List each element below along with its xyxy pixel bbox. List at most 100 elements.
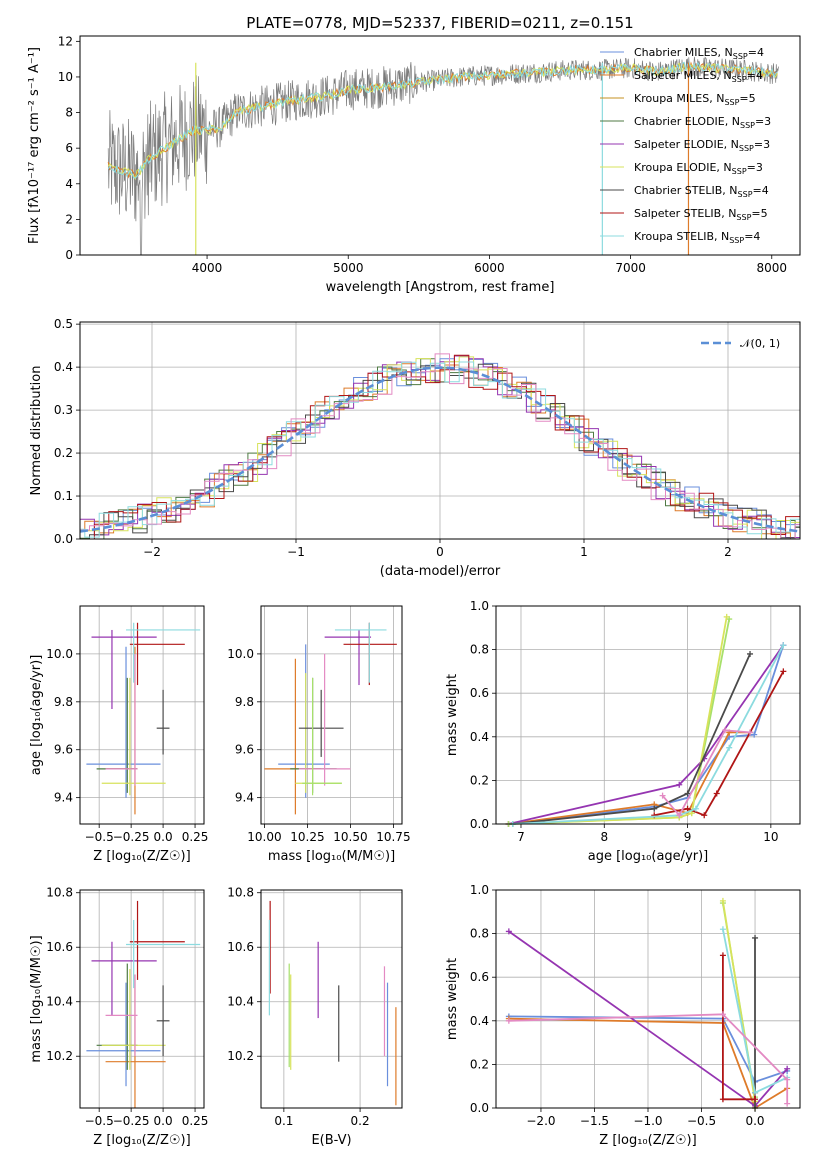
mass-vs-Z-panel: −0.5−0.25 0.0 0.25 10.2 10.4 10.6 10.8 Z [log₁₀… [29, 886, 208, 1148]
y-tick-label: 9.4 [54, 791, 73, 805]
axes-frame [260, 889, 403, 1109]
series-line [508, 1013, 789, 1104]
x-tick-label: 0.1 [274, 1114, 293, 1128]
errorbar-area [86, 900, 201, 1108]
mass-vs-ebv-panel: 0.1 0.2 10.2 10.4 10.6 10.8 E(B-V) [227, 886, 403, 1148]
x-tick-label: 0.0 [745, 1114, 764, 1128]
x-tick-label: 10.00 [247, 830, 281, 844]
spectrum-panel: 4000 5000 6000 7000 8000 0 2 4 6 8 10 12 wavelength … [27, 34, 801, 295]
data-point-marker [701, 812, 708, 819]
errorbar-point [91, 941, 157, 1016]
y-tick-label: 0.4 [54, 360, 73, 374]
legend-label: Kroupa STELIB, NSSP=4 [634, 230, 760, 245]
errorbar-point [298, 689, 344, 757]
x-tick-label: −0.5 [687, 1114, 716, 1128]
series-line [661, 729, 751, 817]
errorbar-point [156, 985, 170, 1057]
histogram-series [80, 354, 800, 539]
series-area [505, 613, 787, 827]
legend-label: Kroupa MILES, NSSP=5 [634, 92, 756, 107]
x-tick-label: 2 [724, 545, 732, 559]
y-tick-label: 9.6 [54, 743, 73, 757]
y-tick-label: 10.6 [46, 940, 73, 954]
errorbar-point [129, 900, 185, 980]
errorbar-point [156, 689, 170, 755]
data-point-marker [784, 1076, 791, 1083]
y-tick-label: 10.8 [46, 886, 73, 900]
errorbar-area [86, 622, 201, 815]
errorbar-point [86, 646, 161, 798]
x-tick-label: −2.0 [526, 1114, 555, 1128]
x-tick-label: 0.2 [351, 1114, 370, 1128]
axes-frame [495, 889, 801, 1109]
legend-label: 𝒩(0, 1) [740, 337, 780, 350]
data-point-marker [719, 1011, 726, 1018]
y-tick-label: 10.4 [46, 995, 73, 1009]
x-tick-label: −2 [143, 545, 161, 559]
x-tick-label: 0.25 [182, 1114, 209, 1128]
y-tick-label: 1.0 [470, 883, 489, 897]
errorbar-point [91, 629, 157, 710]
axes-frame [79, 321, 801, 540]
y-tick-label: 0.2 [470, 1057, 489, 1071]
y-tick-label: 0.8 [470, 643, 489, 657]
legend-label: Salpeter STELIB, NSSP=5 [634, 207, 768, 222]
x-axis-label: age [log₁₀(age/yr)] [588, 849, 709, 864]
x-tick-label: 10.50 [333, 830, 367, 844]
y-tick-label: 0.2 [470, 773, 489, 787]
y-axis-label: age [log₁₀(age/yr)] [29, 655, 44, 776]
axes-frame [495, 605, 801, 825]
x-tick-label: 0 [436, 545, 444, 559]
errorbar-point [126, 622, 201, 683]
x-tick-label: 7000 [615, 261, 646, 275]
age-vs-mass-panel: 10.00 10.25 10.50 10.75 9.4 9.6 9.8 10.0 mass [l… [227, 605, 411, 864]
legend-label: Salpeter MILES, NSSP=4 [634, 69, 763, 84]
figure-title: PLATE=0778, MJD=52337, FIBERID=0211, z=0… [246, 14, 633, 32]
y-tick-label: 9.6 [235, 743, 254, 757]
y-tick-label: 6 [65, 141, 73, 155]
errorbar-point [295, 673, 342, 793]
legend-label: Kroupa ELODIE, NSSP=3 [634, 161, 763, 176]
y-tick-label: 0 [65, 248, 73, 262]
series-line [508, 1017, 788, 1110]
x-tick-label: 5000 [333, 261, 364, 275]
x-axis-label: E(B-V) [311, 1133, 351, 1148]
x-axis-label: (data-model)/error [380, 564, 501, 579]
x-tick-label: 0.25 [182, 830, 209, 844]
legend-label: Chabrier STELIB, NSSP=4 [634, 184, 769, 199]
x-tick-label: 0.0 [154, 830, 173, 844]
residuals-panel: −2 −1 0 1 2 0.0 0.1 0.2 0.3 0.4 0.5 (data-model)/er… [29, 317, 801, 579]
x-tick-label: −1 [287, 545, 305, 559]
y-tick-label: 0.2 [54, 446, 73, 460]
y-tick-label: 10.8 [227, 886, 254, 900]
x-tick-label: 10.25 [290, 830, 324, 844]
series-line [512, 616, 728, 825]
errorbar-point [278, 644, 330, 798]
y-tick-label: 9.4 [235, 791, 254, 805]
errorbar-point [290, 677, 337, 793]
y-tick-label: 4 [65, 177, 73, 191]
errorbar-point [334, 622, 387, 683]
model-fit-line [107, 61, 778, 179]
errorbar-point [105, 653, 138, 786]
data-point-marker [719, 952, 726, 959]
y-tick-label: 10.0 [46, 647, 73, 661]
y-tick-label: 0.4 [470, 730, 489, 744]
axes-frame [79, 35, 801, 256]
data-point-marker [752, 934, 759, 941]
y-tick-label: 0.0 [54, 532, 73, 546]
massweight-vs-Z-panel: −2.0 −1.5 −1.0 −0.5 0.0 0.0 0.2 0.4 0.6 0.8 1.0 Z [… [445, 883, 801, 1148]
data-point-marker [751, 731, 758, 738]
massweight-vs-age-panel: 7 8 9 10 0.0 0.2 0.4 0.6 0.8 1.0 age [log₁₀(age/yr… [445, 599, 801, 864]
y-tick-label: 10.2 [227, 1049, 254, 1063]
y-axis-label: mass [log₁₀(M/M☉)] [29, 935, 44, 1062]
legend-label: Salpeter ELODIE, NSSP=3 [634, 138, 770, 153]
data-point-marker [505, 1017, 512, 1024]
axes-frame [260, 605, 403, 825]
y-tick-label: 9.8 [54, 695, 73, 709]
data-point-marker [747, 729, 754, 736]
y-tick-label: 10.6 [227, 940, 254, 954]
y-tick-label: 1.0 [470, 599, 489, 613]
series-line [722, 955, 756, 1101]
data-point-marker [780, 642, 787, 649]
